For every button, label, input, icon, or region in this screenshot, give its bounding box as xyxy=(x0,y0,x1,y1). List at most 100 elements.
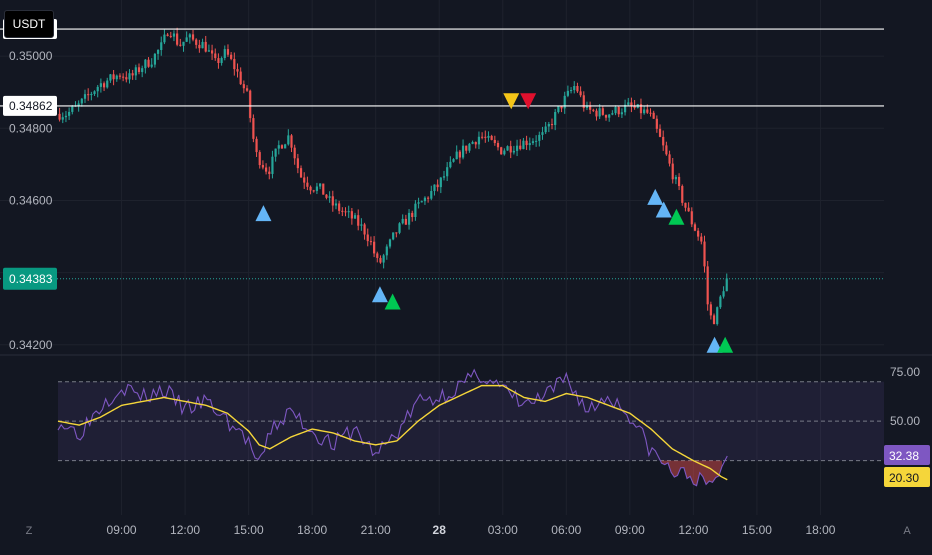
candle-body xyxy=(725,278,728,292)
candle-body xyxy=(201,41,204,49)
candle-body xyxy=(458,151,461,158)
candle-body xyxy=(179,44,182,46)
time-tick-label: 03:00 xyxy=(488,523,518,537)
candle-body xyxy=(500,147,503,155)
candle-body xyxy=(433,184,436,192)
candle-body xyxy=(322,183,325,195)
candle-body xyxy=(531,141,535,144)
candle-body xyxy=(68,111,71,116)
candle-body xyxy=(519,145,522,150)
candle-body xyxy=(442,176,446,178)
candle-body xyxy=(163,34,166,43)
price-tick-label: 0.34200 xyxy=(9,338,53,352)
candle-body xyxy=(144,59,147,69)
candle-body xyxy=(639,104,643,114)
sell-signal-triangle xyxy=(503,93,520,110)
candle-body xyxy=(331,196,334,206)
candle-body xyxy=(674,176,678,180)
candle-body xyxy=(668,154,671,164)
candle-body xyxy=(125,77,128,80)
time-tick-label: 21:00 xyxy=(361,523,391,537)
candle-body xyxy=(541,132,544,135)
symbol-label[interactable]: USDT xyxy=(4,10,54,38)
time-tick-label: 15:00 xyxy=(234,523,264,537)
candle-body xyxy=(655,118,658,129)
candle-body xyxy=(665,145,668,155)
candle-body xyxy=(566,90,569,96)
candles xyxy=(58,27,728,326)
candle-body xyxy=(598,108,601,117)
rsi-tick-label: 50.00 xyxy=(890,414,920,428)
level-label-box xyxy=(3,95,57,116)
candle-body xyxy=(363,224,366,235)
candle-body xyxy=(64,115,68,118)
candle-body xyxy=(312,190,315,192)
candle-body xyxy=(649,112,652,114)
candle-body xyxy=(223,49,226,59)
buy-signal-triangle xyxy=(706,336,723,353)
candle-body xyxy=(700,236,703,242)
time-tick-label: 15:00 xyxy=(742,523,772,537)
timezone-icon: Z xyxy=(26,525,33,537)
buy-signal-triangle xyxy=(647,188,664,205)
candle-body xyxy=(373,241,376,254)
candle-body xyxy=(436,184,439,188)
candle-body xyxy=(716,307,719,325)
candle-body xyxy=(80,98,83,104)
candle-body xyxy=(318,183,322,187)
candle-body xyxy=(465,145,468,151)
price-tick-label: 0.34800 xyxy=(9,121,53,135)
candle-body xyxy=(671,163,674,180)
candle-body xyxy=(589,105,592,110)
candle-body xyxy=(376,253,379,258)
candle-body xyxy=(446,167,449,177)
candle-body xyxy=(325,194,328,198)
candle-body xyxy=(261,165,265,168)
candle-body xyxy=(77,103,80,106)
candle-body xyxy=(395,232,398,234)
candle-body xyxy=(220,58,223,64)
candle-body xyxy=(153,53,156,65)
candle-body xyxy=(217,58,220,64)
candle-body xyxy=(369,241,373,243)
candle-body xyxy=(188,34,191,38)
rsi-line xyxy=(57,368,728,487)
candle-body xyxy=(252,118,255,139)
time-tick-label: 12:00 xyxy=(170,523,200,537)
candle-body xyxy=(268,171,271,174)
candle-body xyxy=(61,117,64,120)
candle-body xyxy=(608,114,611,118)
candle-body xyxy=(258,152,261,166)
candle-body xyxy=(550,124,554,126)
candle-body xyxy=(681,186,684,203)
candle-body xyxy=(525,140,528,146)
candle-body xyxy=(195,39,198,45)
candle-body xyxy=(582,95,585,109)
candle-body xyxy=(706,266,709,305)
candle-body xyxy=(71,106,74,112)
last-price-badge xyxy=(3,267,57,290)
time-tick-label: 09:00 xyxy=(107,523,137,537)
candle-body xyxy=(166,34,169,36)
candle-body xyxy=(303,177,306,183)
candle-body xyxy=(585,105,589,109)
candle-body xyxy=(112,74,115,80)
candle-body xyxy=(315,186,319,191)
candle-body xyxy=(118,75,122,77)
candle-body xyxy=(382,255,385,263)
buy-signal-triangle xyxy=(668,208,685,225)
candle-body xyxy=(360,224,363,226)
candle-body xyxy=(627,102,630,105)
candle-body xyxy=(58,113,61,120)
candle-body xyxy=(99,83,102,87)
candle-body xyxy=(633,106,636,108)
candle-body xyxy=(439,177,442,188)
candle-body xyxy=(719,296,722,308)
candle-body xyxy=(703,241,706,267)
candle-body xyxy=(455,151,458,160)
candle-body xyxy=(350,211,353,219)
candle-body xyxy=(697,230,700,237)
